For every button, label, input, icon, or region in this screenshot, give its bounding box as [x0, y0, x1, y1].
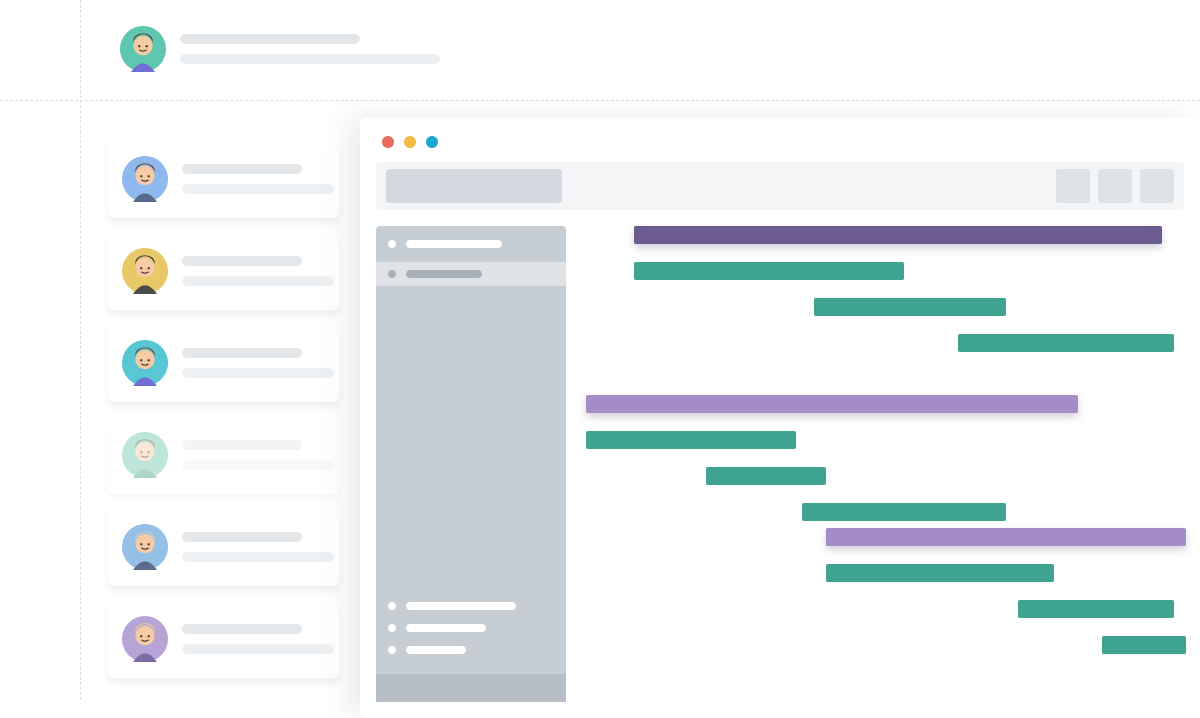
user-card[interactable] — [108, 232, 340, 310]
window-control-dot[interactable] — [382, 136, 394, 148]
bullet-icon — [388, 602, 396, 610]
card-text-placeholder — [182, 532, 334, 562]
gantt-task-bar[interactable] — [706, 467, 826, 485]
gantt-task-bar[interactable] — [1102, 636, 1186, 654]
placeholder-line — [406, 646, 466, 654]
user-card-list — [108, 140, 340, 678]
gantt-task-bar[interactable] — [814, 298, 1006, 316]
user-card[interactable] — [108, 140, 340, 218]
user-card[interactable] — [108, 416, 340, 494]
bullet-icon — [388, 270, 396, 278]
window-control-dot[interactable] — [404, 136, 416, 148]
gantt-task-bar[interactable] — [634, 262, 904, 280]
side-panel-item[interactable] — [388, 240, 554, 248]
avatar-icon — [122, 156, 168, 202]
gantt-chart — [586, 226, 1184, 702]
side-panel-item[interactable] — [388, 602, 554, 610]
side-panel — [376, 226, 566, 702]
bullet-icon — [388, 624, 396, 632]
app-window — [360, 118, 1200, 718]
placeholder-line — [406, 240, 502, 248]
gantt-section-bar[interactable] — [634, 226, 1162, 244]
avatar-icon — [122, 524, 168, 570]
card-text-placeholder — [182, 164, 334, 194]
window-control-dot[interactable] — [426, 136, 438, 148]
toolbar-button[interactable] — [1098, 169, 1132, 203]
card-text-placeholder — [182, 256, 334, 286]
card-text-placeholder — [182, 624, 334, 654]
placeholder-line — [406, 624, 486, 632]
grid-vertical-dash — [80, 0, 81, 700]
bullet-icon — [388, 646, 396, 654]
toolbar — [376, 162, 1184, 210]
gantt-section-bar[interactable] — [586, 395, 1078, 413]
header-user-row — [120, 26, 440, 72]
card-text-placeholder — [182, 348, 334, 378]
bullet-icon — [388, 240, 396, 248]
user-card[interactable] — [108, 324, 340, 402]
avatar — [120, 26, 166, 72]
avatar-icon — [122, 616, 168, 662]
avatar-icon — [122, 340, 168, 386]
gantt-task-bar[interactable] — [586, 431, 796, 449]
toolbar-button[interactable] — [1140, 169, 1174, 203]
avatar-icon — [122, 248, 168, 294]
grid-horizontal-dash — [0, 100, 1200, 101]
gantt-task-bar[interactable] — [1018, 600, 1174, 618]
workspace — [360, 210, 1200, 718]
gantt-task-bar[interactable] — [802, 503, 1006, 521]
card-text-placeholder — [182, 440, 334, 470]
user-card[interactable] — [108, 600, 340, 678]
placeholder-line — [406, 270, 482, 278]
side-panel-item[interactable] — [388, 624, 554, 632]
search-input[interactable] — [386, 169, 562, 203]
user-card[interactable] — [108, 508, 340, 586]
window-controls — [360, 118, 1200, 162]
avatar-icon — [122, 432, 168, 478]
header-text-placeholder — [180, 34, 440, 64]
side-panel-item[interactable] — [388, 646, 554, 654]
placeholder-line — [180, 54, 440, 64]
toolbar-button[interactable] — [1056, 169, 1090, 203]
gantt-section-bar[interactable] — [826, 528, 1186, 546]
gantt-task-bar[interactable] — [958, 334, 1174, 352]
side-panel-item[interactable] — [376, 262, 566, 286]
placeholder-line — [406, 602, 516, 610]
side-panel-footer — [376, 674, 566, 702]
gantt-task-bar[interactable] — [826, 564, 1054, 582]
placeholder-line — [180, 34, 360, 44]
